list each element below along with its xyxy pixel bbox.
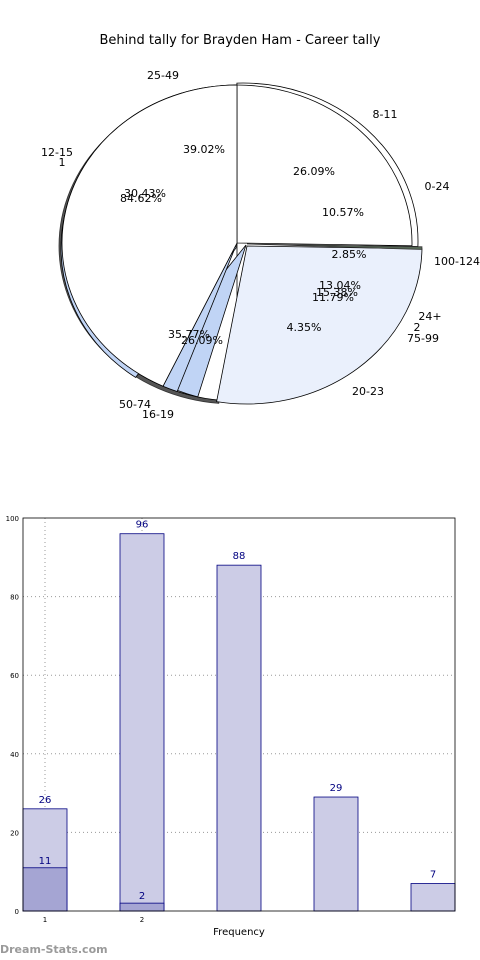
bar-overlay-value-label: 2 <box>139 891 145 902</box>
pie-percent-label: 26.09% <box>293 165 335 178</box>
bar-marks: 26 96 88 29 7 11 2 <box>22 520 456 912</box>
bar-value-label: 26 <box>39 795 52 806</box>
pie-label: 2 <box>414 321 421 334</box>
y-tick-label: 40 <box>10 751 19 759</box>
pie-percent-label: 10.57% <box>322 206 364 219</box>
x-tick-label: 2 <box>140 916 144 924</box>
bar-xlabel: Frequency <box>213 927 265 938</box>
bar-overlay-value-label: 11 <box>39 856 52 867</box>
pie-percent-label: 4.35% <box>287 321 322 334</box>
bar-overlay <box>22 867 68 912</box>
pie-label: 1 <box>59 156 66 169</box>
pie-percent-label: 26.09% <box>181 334 223 347</box>
bar <box>410 883 456 912</box>
pie-title: Behind tally for Brayden Ham - Career ta… <box>100 33 381 48</box>
bar-overlay <box>119 902 165 912</box>
pie-slice-left-face <box>61 84 238 387</box>
pie-label: 25-49 <box>147 69 179 82</box>
pie-percent-label: 15.38% <box>316 286 358 299</box>
bar-value-label: 96 <box>136 520 149 531</box>
pie-label: 12-15 <box>41 146 73 159</box>
pie-slices <box>58 82 423 405</box>
bar-value-label: 88 <box>233 551 246 562</box>
pie-chart: Behind tally for Brayden Ham - Career ta… <box>41 33 480 421</box>
pie-percent-label: 84.62% <box>120 192 162 205</box>
bar-value-label: 7 <box>430 869 436 880</box>
bar-axes: 0 20 40 60 80 100 1 2 <box>6 515 456 924</box>
pie-slice-0-24 <box>233 84 413 247</box>
x-tick-label: 1 <box>43 916 47 924</box>
pie-label: 8-11 <box>373 108 398 121</box>
pie-slice-thin-100 <box>246 243 423 250</box>
pie-labels: 0-24 10.57% 8-11 26.09% 25-49 39.02% 12-15 30.4… <box>41 69 480 421</box>
y-tick-label: 80 <box>10 594 19 602</box>
pie-percent-label: 11.79% <box>312 291 354 304</box>
bar <box>313 796 359 912</box>
pie-label: 16-19 <box>142 408 174 421</box>
pie-percent-label: 2.85% <box>332 248 367 261</box>
bar-value-label: 29 <box>330 783 343 794</box>
pie-percent-label: 39.02% <box>183 143 225 156</box>
pie-label: 100-124 <box>434 255 480 268</box>
pie-percent-label: 13.04% <box>319 279 361 292</box>
y-tick-label: 60 <box>10 672 19 680</box>
y-tick-label: 20 <box>10 829 19 837</box>
pie-percent-label: 35.77% <box>168 328 210 341</box>
pie-label: 50-74 <box>119 398 151 411</box>
pie-slice-light <box>216 245 423 405</box>
watermark: Dream-Stats.com <box>0 943 108 956</box>
y-tick-label: 100 <box>6 515 19 523</box>
pie-label: 24+ <box>418 310 441 323</box>
pie-label: 0-24 <box>425 180 450 193</box>
pie-label: 20-23 <box>352 385 384 398</box>
y-tick-label: 0 <box>15 908 19 916</box>
bar-chart: 26 96 88 29 7 11 2 0 20 40 60 80 100 1 2 Frequency <box>6 515 456 938</box>
bar <box>119 533 165 912</box>
plot-frame <box>22 517 456 912</box>
pie-label: 75-99 <box>407 332 439 345</box>
bar <box>216 564 262 912</box>
pie-percent-label: 30.43% <box>124 187 166 200</box>
